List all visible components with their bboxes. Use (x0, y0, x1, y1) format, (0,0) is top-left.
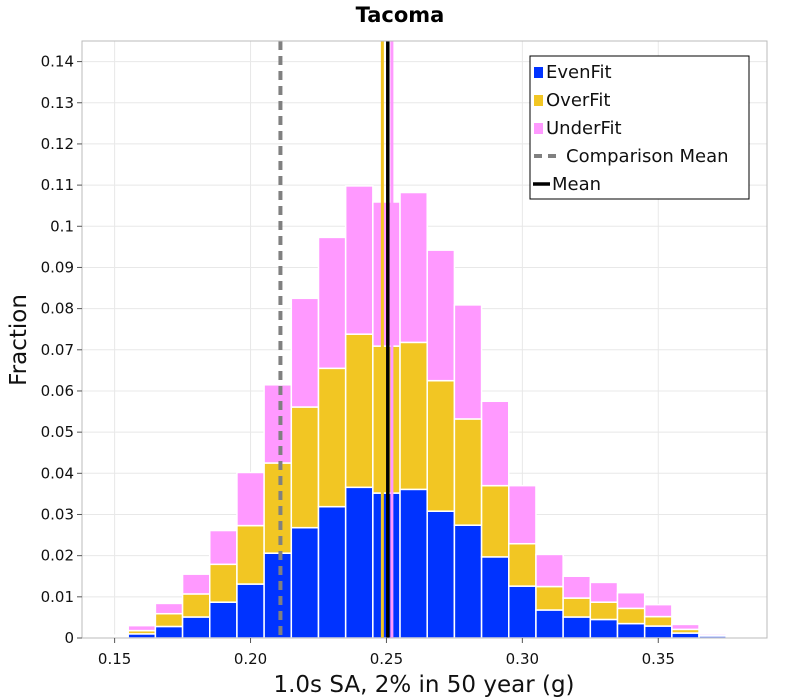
bar-evenfit (236, 583, 265, 639)
y-tick-label: 0.03 (41, 505, 74, 523)
x-tick-label: 0.20 (234, 650, 267, 668)
legend-swatch-evenfit (534, 67, 543, 78)
legend-label-underfit: UnderFit (546, 118, 622, 139)
bar-underfit (453, 304, 483, 420)
y-tick-label: 0.12 (41, 135, 74, 153)
bar-underfit (181, 573, 211, 595)
bar-underfit (508, 484, 537, 545)
bar-evenfit (616, 622, 646, 639)
bar-overfit (535, 585, 564, 611)
bar-overfit (236, 524, 265, 585)
chart-title: Tacoma (356, 3, 445, 27)
bar-overfit (643, 615, 673, 627)
x-tick-label: 0.30 (506, 650, 539, 668)
bar-overfit (344, 333, 374, 489)
bar-evenfit (508, 585, 537, 639)
bar-underfit (100, 634, 129, 638)
bar-evenfit (344, 486, 374, 639)
bar-overfit (589, 601, 619, 621)
bar-evenfit (317, 505, 347, 639)
bar-overfit (181, 593, 211, 618)
bar-underfit (589, 581, 619, 603)
bar-overfit (290, 406, 320, 529)
bar-overfit (154, 612, 184, 628)
bar-evenfit (453, 524, 483, 639)
y-tick-label: 0.06 (41, 382, 74, 400)
y-tick-label: 0.14 (41, 53, 74, 71)
bar-overfit (317, 367, 347, 508)
legend-box (529, 55, 750, 200)
y-tick-label: 0.08 (41, 300, 74, 318)
bar-underfit (236, 471, 265, 527)
bar-underfit (263, 384, 293, 464)
y-tick-label: 0.01 (41, 588, 74, 606)
bar-evenfit (589, 618, 619, 639)
bar-evenfit (263, 552, 293, 639)
bar-overfit (616, 607, 646, 625)
bar-overfit (508, 542, 537, 587)
bar-overfit (562, 597, 592, 618)
bar-underfit (209, 529, 238, 566)
bar-evenfit (643, 625, 673, 639)
legend-swatch-underfit (534, 123, 543, 134)
bar-underfit (698, 632, 727, 636)
y-tick-label: 0.13 (41, 94, 74, 112)
legend-label-evenfit: EvenFit (546, 62, 612, 83)
y-axis-label: Fraction (6, 294, 32, 386)
y-tick-label: 0.05 (41, 423, 74, 441)
legend-label-comparison-mean: Comparison Mean (566, 146, 729, 167)
bar-underfit (535, 553, 564, 588)
bar-underfit (344, 185, 374, 335)
x-tick-label: 0.15 (98, 650, 131, 668)
y-tick-label: 0.09 (41, 258, 74, 276)
bar-underfit (725, 634, 755, 638)
bar-evenfit (426, 510, 456, 639)
bar-evenfit (209, 601, 238, 639)
bar-overfit (399, 341, 428, 491)
bar-underfit (671, 623, 700, 631)
mean-lines (278, 41, 394, 638)
bar-overfit (426, 379, 456, 512)
bar-underfit (643, 603, 673, 618)
bar-overfit (263, 462, 293, 554)
y-tick-label: 0.07 (41, 341, 74, 359)
x-axis-label: 1.0s SA, 2% in 50 year (g) (273, 672, 574, 698)
legend-label-mean: Mean (552, 174, 601, 195)
bar-evenfit (399, 488, 428, 639)
bar-evenfit (480, 556, 510, 639)
bar-underfit (426, 249, 456, 382)
bar-underfit (616, 591, 646, 610)
legend-label-overfit: OverFit (546, 90, 610, 111)
histogram-bars (100, 185, 755, 639)
bar-evenfit (562, 616, 592, 639)
x-tick-label: 0.35 (642, 650, 675, 668)
bar-underfit (399, 191, 428, 344)
y-tick-label: 0.02 (41, 547, 74, 565)
bar-evenfit (535, 609, 564, 639)
bar-overfit (480, 484, 510, 558)
bar-overfit (453, 418, 483, 526)
y-tick-label: 0.1 (50, 217, 74, 235)
y-tick-label: 0.04 (41, 464, 74, 482)
plot-frame (81, 40, 768, 639)
x-tick-label: 0.25 (370, 650, 403, 668)
y-tick-label: 0.11 (41, 176, 74, 194)
bar-underfit (127, 624, 157, 632)
bar-underfit (154, 602, 184, 615)
x-axis-ticks: 0.15 0.20 0.25 0.30 0.35 (98, 638, 675, 668)
bar-underfit (317, 236, 347, 370)
bar-underfit (290, 297, 320, 408)
bar-evenfit (181, 616, 211, 639)
bar-underfit (480, 400, 510, 487)
legend: EvenFit OverFit UnderFit Comparison Mean Mea… (529, 55, 750, 200)
y-tick-label: 0 (64, 629, 74, 647)
bar-evenfit (154, 625, 184, 639)
legend-swatch-overfit (534, 95, 543, 106)
bar-evenfit (290, 526, 320, 639)
bar-overfit (209, 563, 238, 603)
y-axis-ticks: 0 0.01 0.02 0.03 0.04 0.05 0.06 0.07 0.08 0.09 0.1… (41, 53, 82, 647)
bar-underfit (562, 575, 592, 599)
